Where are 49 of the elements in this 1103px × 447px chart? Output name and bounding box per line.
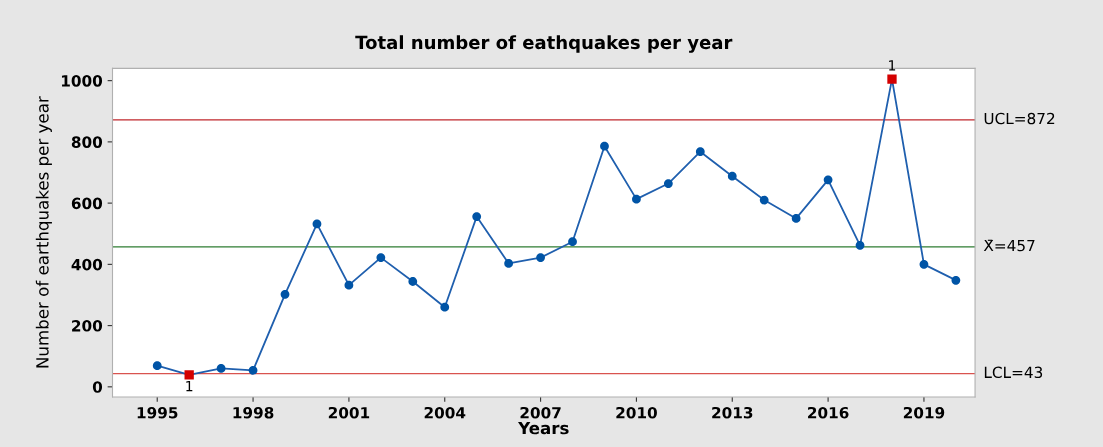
- point: [408, 277, 418, 286]
- x-tick-label: 2013: [712, 406, 753, 419]
- x-tick-label: 2004: [424, 406, 466, 419]
- x-tick-label: 2001: [328, 406, 370, 419]
- point: [791, 214, 801, 223]
- y-tick-label: 200: [72, 320, 103, 332]
- point: [152, 361, 162, 371]
- point: [951, 275, 961, 285]
- point: [440, 302, 450, 312]
- annotation: 1: [186, 381, 193, 392]
- x-tick-label: 2010: [616, 406, 657, 419]
- x-axis-title: Years: [518, 421, 569, 435]
- ref-line-label: UCL=872: [984, 112, 1055, 125]
- x-tick-label: 1995: [137, 406, 178, 419]
- y-tick-label: 400: [71, 258, 103, 271]
- point: [280, 289, 290, 299]
- point: [248, 365, 258, 375]
- x-tick-label: 2007: [520, 406, 561, 419]
- point: [727, 171, 737, 181]
- y-tick-label: 800: [71, 136, 103, 148]
- point: [663, 179, 673, 188]
- point: [887, 74, 897, 84]
- point: [216, 364, 226, 373]
- point: [919, 259, 929, 269]
- point: [855, 240, 865, 250]
- point: [184, 370, 194, 380]
- y-tick-label: 600: [71, 197, 103, 210]
- point: [632, 194, 641, 204]
- point: [695, 147, 705, 157]
- annotation: 1: [889, 60, 896, 71]
- point: [823, 175, 833, 185]
- point: [568, 237, 577, 247]
- y-tick-label: 0: [92, 381, 103, 393]
- y-tick-label: 1000: [61, 75, 103, 87]
- point: [759, 195, 769, 205]
- point: [504, 259, 514, 268]
- point: [312, 219, 322, 229]
- point: [344, 280, 354, 290]
- chart-title: Total number of eathquakes per year: [355, 35, 733, 53]
- x-tick-label: 2016: [808, 406, 849, 419]
- ref-line-label: X̄=457: [983, 239, 1035, 252]
- x-tick-label: 1998: [233, 406, 274, 419]
- point: [472, 212, 482, 221]
- x-tick-label: 2019: [903, 406, 945, 419]
- point: [600, 141, 609, 151]
- y-axis-title: Number of earthquakes per year: [35, 96, 52, 368]
- point: [536, 253, 545, 263]
- point: [376, 253, 386, 263]
- ref-line-label: LCL=43: [984, 366, 1043, 379]
